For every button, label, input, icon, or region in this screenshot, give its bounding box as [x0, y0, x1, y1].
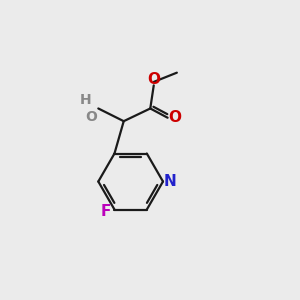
Text: O: O: [85, 110, 97, 124]
Text: H: H: [80, 93, 92, 107]
Text: O: O: [147, 72, 160, 87]
Text: N: N: [164, 174, 177, 189]
Text: F: F: [101, 204, 111, 219]
Text: O: O: [168, 110, 181, 125]
